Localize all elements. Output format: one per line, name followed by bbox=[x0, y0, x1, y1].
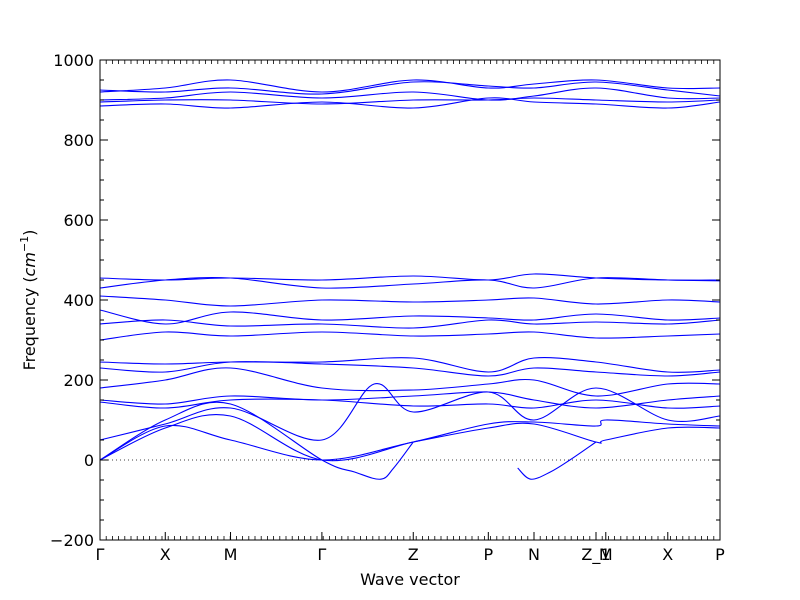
y-axis-label: Frequency (cm−1) bbox=[18, 230, 39, 371]
x-tick-label: Γ bbox=[317, 545, 326, 564]
y-tick-label: 400 bbox=[63, 291, 94, 310]
plot-background bbox=[100, 60, 720, 540]
band-series-21 bbox=[99, 81, 721, 97]
y-tick-label: 600 bbox=[63, 211, 94, 230]
band-series-9 bbox=[99, 361, 721, 377]
y-axis-label-math: cm bbox=[20, 252, 39, 276]
band-series-1 bbox=[99, 422, 721, 461]
band-series-12 bbox=[99, 319, 721, 329]
y-tick-label: 0 bbox=[84, 451, 94, 470]
series-layer bbox=[99, 79, 721, 480]
x-tick-label: X bbox=[160, 545, 171, 564]
band-series-8 bbox=[99, 367, 721, 397]
band-series-16 bbox=[99, 273, 721, 281]
band-series-20 bbox=[99, 79, 721, 93]
x-tick-label: N bbox=[528, 545, 540, 564]
x-tick-layer: Γ X M Γ Z P N Z_1M X P bbox=[96, 60, 725, 565]
band-series-5 bbox=[99, 383, 721, 441]
band-series-18 bbox=[99, 97, 721, 105]
y-tick-label: 800 bbox=[63, 131, 94, 150]
x-tick-label: Γ bbox=[96, 545, 105, 564]
band-series-15 bbox=[99, 276, 721, 289]
x-axis-label: Wave vector bbox=[360, 570, 460, 589]
band-series-17 bbox=[99, 97, 721, 109]
band-series-19 bbox=[99, 87, 721, 101]
y-axis-label-close: ) bbox=[20, 230, 39, 236]
x-tick-label: Z bbox=[408, 545, 419, 564]
y-axis-label-text: Frequency ( bbox=[20, 276, 39, 370]
band-series-14 bbox=[99, 295, 721, 307]
band-series-10 bbox=[99, 357, 721, 373]
x-tick-label: M bbox=[224, 545, 238, 564]
y-tick-label: 200 bbox=[63, 371, 94, 390]
x-tick-label: P bbox=[483, 545, 493, 564]
x-tick-label: X bbox=[662, 545, 673, 564]
y-tick-label: −200 bbox=[50, 531, 94, 550]
y-tick-layer: −200 0 200 400 600 800 1000 bbox=[50, 51, 720, 550]
x-tick-label: Z_1 bbox=[581, 545, 610, 565]
plot-area bbox=[100, 60, 720, 540]
band-series-6 bbox=[99, 398, 721, 409]
band-series-2 bbox=[99, 413, 721, 462]
band-series-11 bbox=[99, 331, 721, 341]
y-axis-label-exponent: −1 bbox=[18, 236, 31, 252]
band-series-4 bbox=[517, 441, 597, 480]
band-series-7 bbox=[99, 391, 721, 409]
x-tick-label: P bbox=[715, 545, 725, 564]
x-tick-label: M bbox=[599, 545, 613, 564]
band-series-13 bbox=[99, 309, 721, 325]
band-series-3 bbox=[99, 401, 414, 480]
y-tick-label: 1000 bbox=[53, 51, 94, 70]
